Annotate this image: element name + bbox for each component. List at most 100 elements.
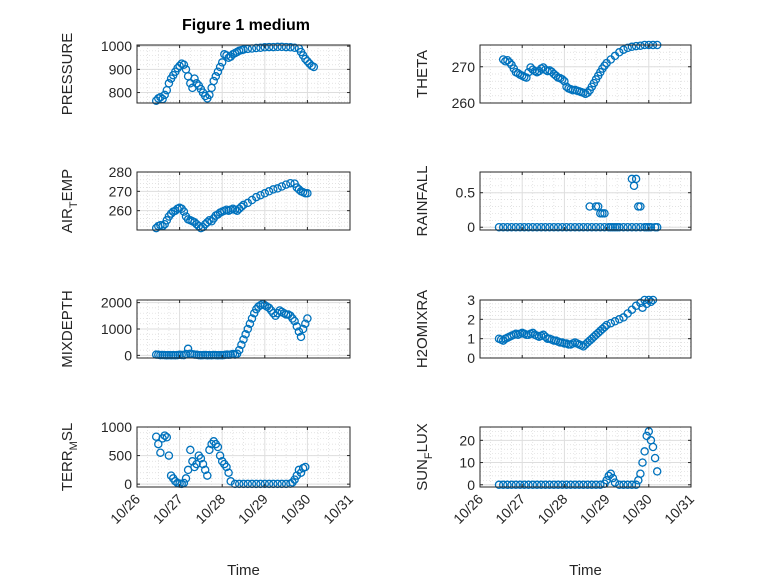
- y-tick-label: 260: [109, 203, 133, 219]
- data-point: [507, 480, 516, 490]
- y-label-part: SL: [59, 423, 76, 441]
- data-point: [260, 189, 270, 198]
- axes-box: [479, 426, 692, 488]
- data-point: [209, 76, 218, 86]
- y-tick-label: 1000: [101, 321, 132, 337]
- data-point: [570, 222, 580, 232]
- y-label-part: TERR: [59, 450, 76, 491]
- data-point: [239, 200, 248, 210]
- data-point: [271, 311, 280, 321]
- data-point: [619, 222, 628, 232]
- data-point: [294, 327, 304, 336]
- subplot-6: 0 1 2 3 H2OMIXRA: [414, 290, 692, 368]
- data-point: [188, 457, 197, 466]
- y-axis-label: SUNFLUX: [414, 423, 435, 491]
- data-point: [528, 480, 538, 490]
- data-point: [215, 62, 225, 72]
- data-point: [277, 182, 287, 191]
- data-point: [566, 222, 575, 232]
- y-axis-label: PRESSURE: [59, 33, 76, 116]
- data-point: [583, 480, 592, 490]
- data-point: [200, 465, 210, 475]
- data-point: [205, 445, 214, 455]
- data-point: [222, 51, 231, 60]
- data-point: [579, 480, 588, 490]
- data-point: [192, 459, 201, 469]
- data-point: [646, 297, 656, 307]
- data-point: [631, 480, 641, 490]
- data-point: [292, 471, 302, 480]
- data-point: [558, 480, 567, 490]
- data-point: [520, 480, 529, 490]
- data-point: [273, 184, 282, 193]
- data-point: [566, 480, 575, 490]
- data-point: [215, 451, 225, 460]
- data-point: [636, 222, 645, 232]
- data-point: [286, 43, 295, 52]
- data-point: [290, 43, 299, 53]
- data-point: [252, 192, 261, 202]
- data-point: [288, 314, 297, 323]
- data-point: [290, 316, 299, 326]
- y-tick-label: 1: [467, 331, 475, 347]
- data-point: [503, 222, 512, 232]
- data-point: [309, 62, 319, 72]
- data-point: [264, 187, 274, 196]
- data-point: [623, 480, 632, 490]
- data-point: [551, 71, 561, 81]
- y-label-part: AIR: [59, 208, 76, 233]
- data-point: [606, 318, 616, 328]
- data-point: [570, 480, 580, 490]
- data-point: [579, 222, 588, 232]
- y-tick-label: 0: [124, 476, 132, 492]
- data-point: [646, 222, 656, 232]
- data-point: [226, 477, 235, 486]
- data-point: [196, 454, 206, 463]
- data-point: [498, 336, 508, 345]
- data-point: [560, 77, 569, 86]
- data-point: [505, 58, 514, 67]
- data-point: [520, 222, 529, 232]
- data-point: [541, 222, 550, 232]
- x-axis-label: Time: [227, 562, 260, 579]
- data-point: [303, 189, 312, 198]
- data-point: [222, 462, 231, 472]
- data-point: [558, 75, 567, 84]
- data-point: [256, 190, 265, 200]
- y-tick-label: 270: [109, 183, 133, 199]
- data-point: [524, 480, 533, 490]
- data-point: [515, 222, 525, 232]
- data-point: [234, 345, 244, 355]
- data-point: [301, 54, 310, 64]
- y-tick-label: 0: [467, 477, 475, 493]
- data-point: [154, 439, 163, 449]
- data-point: [528, 328, 538, 338]
- data-point: [636, 41, 645, 50]
- data-point: [269, 185, 278, 194]
- data-point: [494, 222, 504, 232]
- data-point: [608, 473, 618, 483]
- data-point: [574, 480, 584, 490]
- data-point: [558, 222, 567, 232]
- y-axis-label: AIRTEMP: [59, 169, 80, 233]
- data-point: [301, 462, 310, 472]
- data-point: [524, 67, 533, 77]
- y-tick-label: 10: [459, 455, 475, 471]
- subplot-5: 0 1000 2000 MIXDEPTH: [59, 290, 351, 368]
- data-point: [275, 306, 284, 315]
- y-tick-label: 0: [467, 219, 475, 235]
- subplot-4: 0 0.5 RAINFALL: [414, 166, 692, 236]
- data-point: [298, 324, 308, 334]
- data-point: [200, 91, 210, 101]
- data-point: [636, 202, 645, 211]
- y-label-subscript: M: [68, 441, 80, 450]
- data-point: [301, 319, 310, 328]
- data-point: [237, 340, 246, 350]
- data-point: [296, 468, 306, 477]
- data-point: [522, 73, 531, 82]
- data-point: [650, 453, 660, 463]
- data-point: [627, 480, 637, 490]
- data-point: [181, 474, 191, 483]
- data-point: [600, 209, 609, 218]
- data-point: [303, 56, 312, 66]
